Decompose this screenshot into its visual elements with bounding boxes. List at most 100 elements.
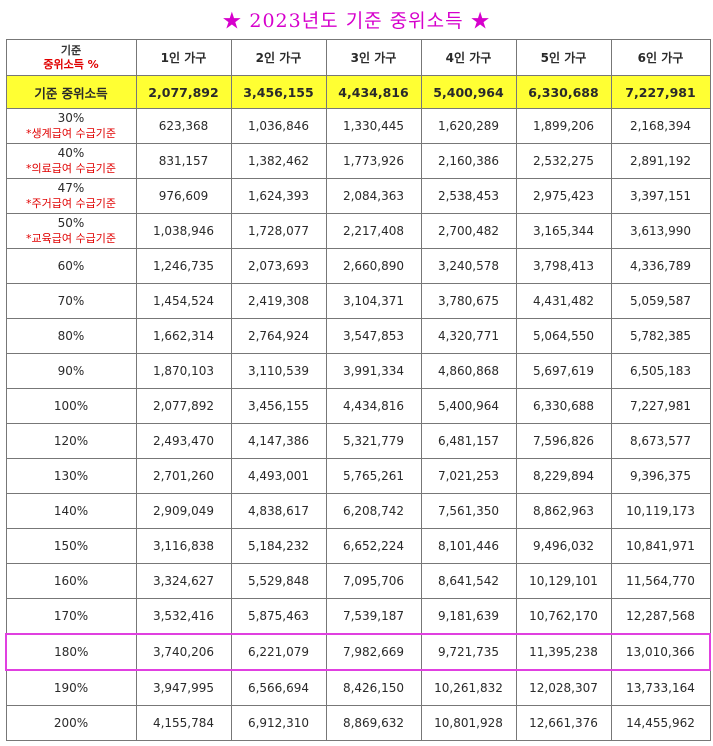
row-percent: 50%	[57, 216, 85, 230]
table-row: 40% *의료급여 수급기준 831,157 1,382,462 1,773,926 2,…	[5, 143, 711, 179]
table-cell: 12,028,307	[515, 669, 612, 706]
table-cell: 5,697,619	[515, 353, 612, 389]
table-cell: 2,160,386	[420, 143, 517, 179]
table-cell: 2,891,192	[610, 143, 711, 179]
table-cell: 10,841,971	[610, 528, 711, 564]
table-cell: 6,481,157	[420, 423, 517, 459]
row-label-cell: 180%	[5, 633, 137, 671]
table-cell: 5,059,587	[610, 283, 711, 319]
table-cell: 8,426,150	[325, 669, 422, 706]
table-cell: 1,728,077	[230, 213, 327, 249]
table-cell: 10,261,832	[420, 669, 517, 706]
median-value-3: 4,434,816	[325, 75, 422, 109]
table-cell: 10,801,928	[420, 705, 517, 741]
table-cell: 3,740,206	[135, 633, 232, 671]
row-benefit-note: *주거급여 수급기준	[26, 197, 116, 210]
row-percent: 30%	[57, 111, 85, 125]
table-cell: 1,036,846	[230, 108, 327, 144]
row-percent: 190%	[53, 680, 89, 695]
table-cell: 1,662,314	[135, 318, 232, 354]
table-cell: 6,208,742	[325, 493, 422, 529]
table-row: 120% 2,493,470 4,147,386 5,321,779 6,481,157…	[5, 423, 711, 459]
table-cell: 5,321,779	[325, 423, 422, 459]
row-benefit-note: *의료급여 수급기준	[26, 162, 116, 175]
table-cell: 14,455,962	[610, 705, 711, 741]
median-income-row: 기준 중위소득 2,077,892 3,456,155 4,434,816 5,…	[5, 75, 711, 109]
table-cell: 10,129,101	[515, 563, 612, 599]
table-cell: 5,765,261	[325, 458, 422, 494]
row-percent: 140%	[53, 503, 89, 518]
table-row: 200% 4,155,784 6,912,310 8,869,632 10,801,92…	[5, 705, 711, 741]
median-value-6: 7,227,981	[610, 75, 711, 109]
table-cell: 4,493,001	[230, 458, 327, 494]
table-cell: 3,798,413	[515, 248, 612, 284]
table-cell: 7,982,669	[325, 633, 422, 671]
row-label-cell: 200%	[5, 705, 137, 741]
row-percent: 47%	[57, 181, 85, 195]
table-cell: 5,782,385	[610, 318, 711, 354]
row-label-cell: 90%	[5, 353, 137, 389]
table-cell: 976,609	[135, 178, 232, 214]
table-cell: 6,330,688	[515, 388, 612, 424]
table-cell: 6,505,183	[610, 353, 711, 389]
column-header-3: 3인 가구	[325, 39, 422, 76]
table-row: 50% *교육급여 수급기준 1,038,946 1,728,077 2,217,408…	[5, 213, 711, 249]
column-header-4: 4인 가구	[420, 39, 517, 76]
corner-header-bottom: 중위소득 %	[43, 57, 99, 71]
page-title: ★ 2023년도 기준 중위소득 ★	[222, 10, 491, 32]
table-row: 90% 1,870,103 3,110,539 3,991,334 4,860,868 5…	[5, 353, 711, 389]
table-cell: 2,084,363	[325, 178, 422, 214]
row-percent: 130%	[53, 468, 89, 483]
row-label-cell: 60%	[5, 248, 137, 284]
column-header-1: 1인 가구	[135, 39, 232, 76]
median-value-4: 5,400,964	[420, 75, 517, 109]
row-label-cell: 190%	[5, 669, 137, 706]
table-cell: 4,336,789	[610, 248, 711, 284]
table-cell: 2,493,470	[135, 423, 232, 459]
table-cell: 8,641,542	[420, 563, 517, 599]
table-cell: 9,496,032	[515, 528, 612, 564]
table-cell: 1,870,103	[135, 353, 232, 389]
table-cell: 2,975,423	[515, 178, 612, 214]
table-cell: 623,368	[135, 108, 232, 144]
table-row: 160% 3,324,627 5,529,848 7,095,706 8,641,542…	[5, 563, 711, 599]
table-cell: 10,119,173	[610, 493, 711, 529]
table-row: 47% *주거급여 수급기준 976,609 1,624,393 2,084,363 2,…	[5, 178, 711, 214]
table-cell: 4,147,386	[230, 423, 327, 459]
row-label-cell: 70%	[5, 283, 137, 319]
table-cell: 1,624,393	[230, 178, 327, 214]
table-cell: 6,566,694	[230, 669, 327, 706]
table-cell: 9,721,735	[420, 633, 517, 671]
table-row: 60% 1,246,735 2,073,693 2,660,890 3,240,578 3…	[5, 248, 711, 284]
column-header-2: 2인 가구	[230, 39, 327, 76]
table-cell: 1,773,926	[325, 143, 422, 179]
table-row: 80% 1,662,314 2,764,924 3,547,853 4,320,771 5…	[5, 318, 711, 354]
table-cell: 3,547,853	[325, 318, 422, 354]
table-cell: 8,229,894	[515, 458, 612, 494]
table-cell: 6,221,079	[230, 633, 327, 671]
table-cell: 11,564,770	[610, 563, 711, 599]
row-percent: 170%	[53, 608, 89, 623]
row-label-cell: 50% *교육급여 수급기준	[5, 213, 137, 249]
table-cell: 13,010,366	[610, 633, 711, 671]
table-cell: 3,947,995	[135, 669, 232, 706]
table-cell: 10,762,170	[515, 598, 612, 635]
table-cell: 3,397,151	[610, 178, 711, 214]
row-label-cell: 30% *생계급여 수급기준	[5, 108, 137, 144]
row-percent: 120%	[53, 433, 89, 448]
row-label-cell: 120%	[5, 423, 137, 459]
column-header-6: 6인 가구	[610, 39, 711, 76]
table-cell: 1,246,735	[135, 248, 232, 284]
row-percent: 150%	[53, 538, 89, 553]
median-value-1: 2,077,892	[135, 75, 232, 109]
row-percent: 180%	[54, 644, 89, 659]
row-label-cell: 140%	[5, 493, 137, 529]
table-cell: 3,456,155	[230, 388, 327, 424]
table-cell: 12,661,376	[515, 705, 612, 741]
row-percent: 200%	[53, 715, 89, 730]
table-cell: 8,101,446	[420, 528, 517, 564]
table-cell: 7,021,253	[420, 458, 517, 494]
table-cell: 2,538,453	[420, 178, 517, 214]
table-row: 70% 1,454,524 2,419,308 3,104,371 3,780,675 4…	[5, 283, 711, 319]
median-row-label: 기준 중위소득	[5, 75, 137, 109]
